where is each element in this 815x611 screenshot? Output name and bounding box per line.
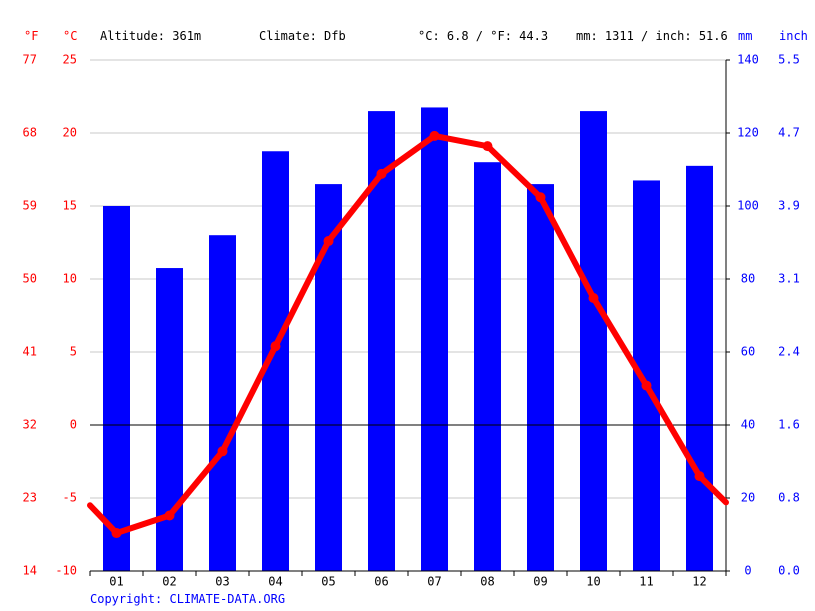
celsius-tick-label: 20	[63, 126, 77, 140]
precipitation-bar	[580, 111, 607, 571]
fahrenheit-tick-label: 23	[23, 491, 37, 505]
celsius-tick-label: -10	[55, 564, 77, 578]
precipitation-bar	[209, 235, 236, 571]
fahrenheit-tick-label: 77	[23, 53, 37, 67]
inch-tick-label: 5.5	[778, 53, 800, 67]
mm-tick-label: 100	[737, 199, 759, 213]
mm-unit-label: mm	[738, 29, 753, 43]
inch-tick-label: 2.4	[778, 345, 800, 359]
inch-tick-label: 0.0	[778, 564, 800, 578]
mm-tick-label: 60	[741, 345, 755, 359]
celsius-tick-label: 0	[70, 418, 77, 432]
inch-tick-label: 1.6	[778, 418, 800, 432]
fahrenheit-tick-label: 59	[23, 199, 37, 213]
month-label: 04	[268, 575, 282, 589]
temperature-line-path	[87, 132, 729, 537]
fahrenheit-unit-label: °F	[24, 29, 39, 43]
fahrenheit-tick-label: 41	[23, 345, 37, 359]
temperature-point	[323, 236, 334, 247]
month-label: 08	[480, 575, 494, 589]
temperature-point	[164, 510, 175, 521]
month-label: 09	[533, 575, 547, 589]
month-label: 10	[586, 575, 600, 589]
mm-tick-label: 40	[741, 418, 755, 432]
temperature-point	[376, 168, 387, 179]
mm-tick-label: 80	[741, 272, 755, 286]
temperature-point	[429, 130, 440, 141]
mm-tick-label: 120	[737, 126, 759, 140]
fahrenheit-tick-label: 14	[23, 564, 37, 578]
temperature-line	[87, 130, 729, 539]
precipitation-summary: mm: 1311 / inch: 51.6	[576, 29, 728, 43]
grid-lines	[90, 59, 726, 499]
precipitation-bar	[315, 184, 342, 571]
temperature-point	[694, 471, 705, 482]
axes	[89, 59, 730, 576]
inch-tick-label: 3.1	[778, 272, 800, 286]
inch-tick-label: 3.9	[778, 199, 800, 213]
precipitation-bar	[368, 111, 395, 571]
temperature-point	[641, 380, 652, 391]
mm-tick-label: 0	[744, 564, 751, 578]
precipitation-bar	[474, 162, 501, 571]
celsius-tick-label: 10	[63, 272, 77, 286]
temperature-point	[270, 341, 281, 352]
month-label: 07	[427, 575, 441, 589]
temperature-point	[111, 528, 122, 539]
copyright-link[interactable]: Copyright: CLIMATE-DATA.ORG	[90, 592, 286, 606]
temperature-point	[482, 141, 493, 152]
precipitation-bar	[421, 107, 448, 571]
tick-labels: -10 14 -5 23 0 32 5 41 10 50 15 59 20 68 25 77 0 0.0 20 0.8…	[23, 53, 800, 589]
temperature-point	[588, 292, 599, 303]
precipitation-bar	[103, 206, 130, 571]
altitude-label: Altitude: 361m	[100, 29, 202, 43]
month-label: 06	[374, 575, 388, 589]
celsius-tick-label: -5	[63, 491, 77, 505]
precipitation-bar	[527, 184, 554, 571]
month-label: 11	[639, 575, 653, 589]
celsius-tick-label: 25	[63, 53, 77, 67]
inch-tick-label: 4.7	[778, 126, 800, 140]
month-label: 12	[692, 575, 706, 589]
celsius-unit-label: °C	[63, 29, 78, 43]
celsius-tick-label: 5	[70, 345, 77, 359]
climate-label: Climate: Dfb	[259, 29, 346, 43]
mm-tick-label: 20	[741, 491, 755, 505]
temperature-point	[535, 192, 546, 203]
celsius-tick-label: 15	[63, 199, 77, 213]
inch-tick-label: 0.8	[778, 491, 800, 505]
fahrenheit-tick-label: 50	[23, 272, 37, 286]
precipitation-bar	[686, 165, 713, 571]
month-label: 03	[215, 575, 229, 589]
temperature-point	[217, 446, 228, 457]
temperature-summary: °C: 6.8 / °F: 44.3	[418, 29, 549, 43]
month-label: 05	[321, 575, 335, 589]
month-label: 01	[109, 575, 123, 589]
mm-tick-label: 140	[737, 53, 759, 67]
precipitation-bar	[156, 268, 183, 571]
inch-unit-label: inch	[779, 29, 808, 43]
month-label: 02	[162, 575, 176, 589]
fahrenheit-tick-label: 68	[23, 126, 37, 140]
fahrenheit-tick-label: 32	[23, 418, 37, 432]
